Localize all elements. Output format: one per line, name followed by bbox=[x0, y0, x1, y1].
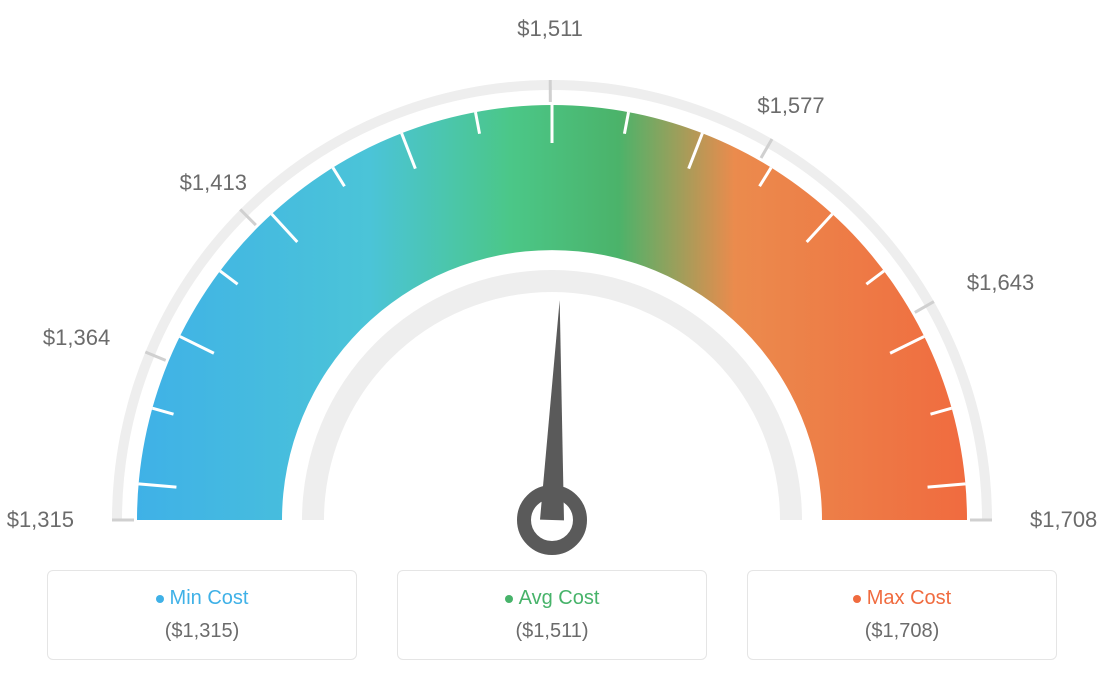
gauge-tick-label: $1,511 bbox=[517, 16, 583, 42]
legend-label: Avg Cost bbox=[519, 587, 600, 609]
gauge-tick-label: $1,708 bbox=[1030, 507, 1097, 533]
legend-label: Max Cost bbox=[867, 587, 951, 609]
gauge-tick-label: $1,364 bbox=[43, 325, 110, 351]
legend-value-min: ($1,315) bbox=[48, 620, 356, 643]
legend-title-max: Max Cost bbox=[748, 587, 1056, 610]
legend-value-max: ($1,708) bbox=[748, 620, 1056, 643]
legend-value-avg: ($1,511) bbox=[398, 620, 706, 643]
gauge-tick-label: $1,643 bbox=[967, 270, 1034, 296]
legend-title-avg: Avg Cost bbox=[398, 587, 706, 610]
gauge-chart: $1,315 $1,364 $1,413 $1,511 $1,577 $1,643 $1,7… bbox=[0, 0, 1104, 560]
gauge-tick-label: $1,577 bbox=[757, 93, 824, 119]
gauge-svg bbox=[0, 0, 1104, 560]
legend-card-max: Max Cost ($1,708) bbox=[747, 570, 1057, 660]
gauge-tick-label: $1,315 bbox=[7, 507, 74, 533]
legend-card-avg: Avg Cost ($1,511) bbox=[397, 570, 707, 660]
dot-icon bbox=[853, 595, 861, 603]
legend-row: Min Cost ($1,315) Avg Cost ($1,511) Max … bbox=[0, 570, 1104, 660]
dot-icon bbox=[156, 595, 164, 603]
gauge-tick-label: $1,413 bbox=[180, 170, 247, 196]
dot-icon bbox=[505, 595, 513, 603]
legend-title-min: Min Cost bbox=[48, 587, 356, 610]
legend-label: Min Cost bbox=[170, 587, 249, 609]
legend-card-min: Min Cost ($1,315) bbox=[47, 570, 357, 660]
